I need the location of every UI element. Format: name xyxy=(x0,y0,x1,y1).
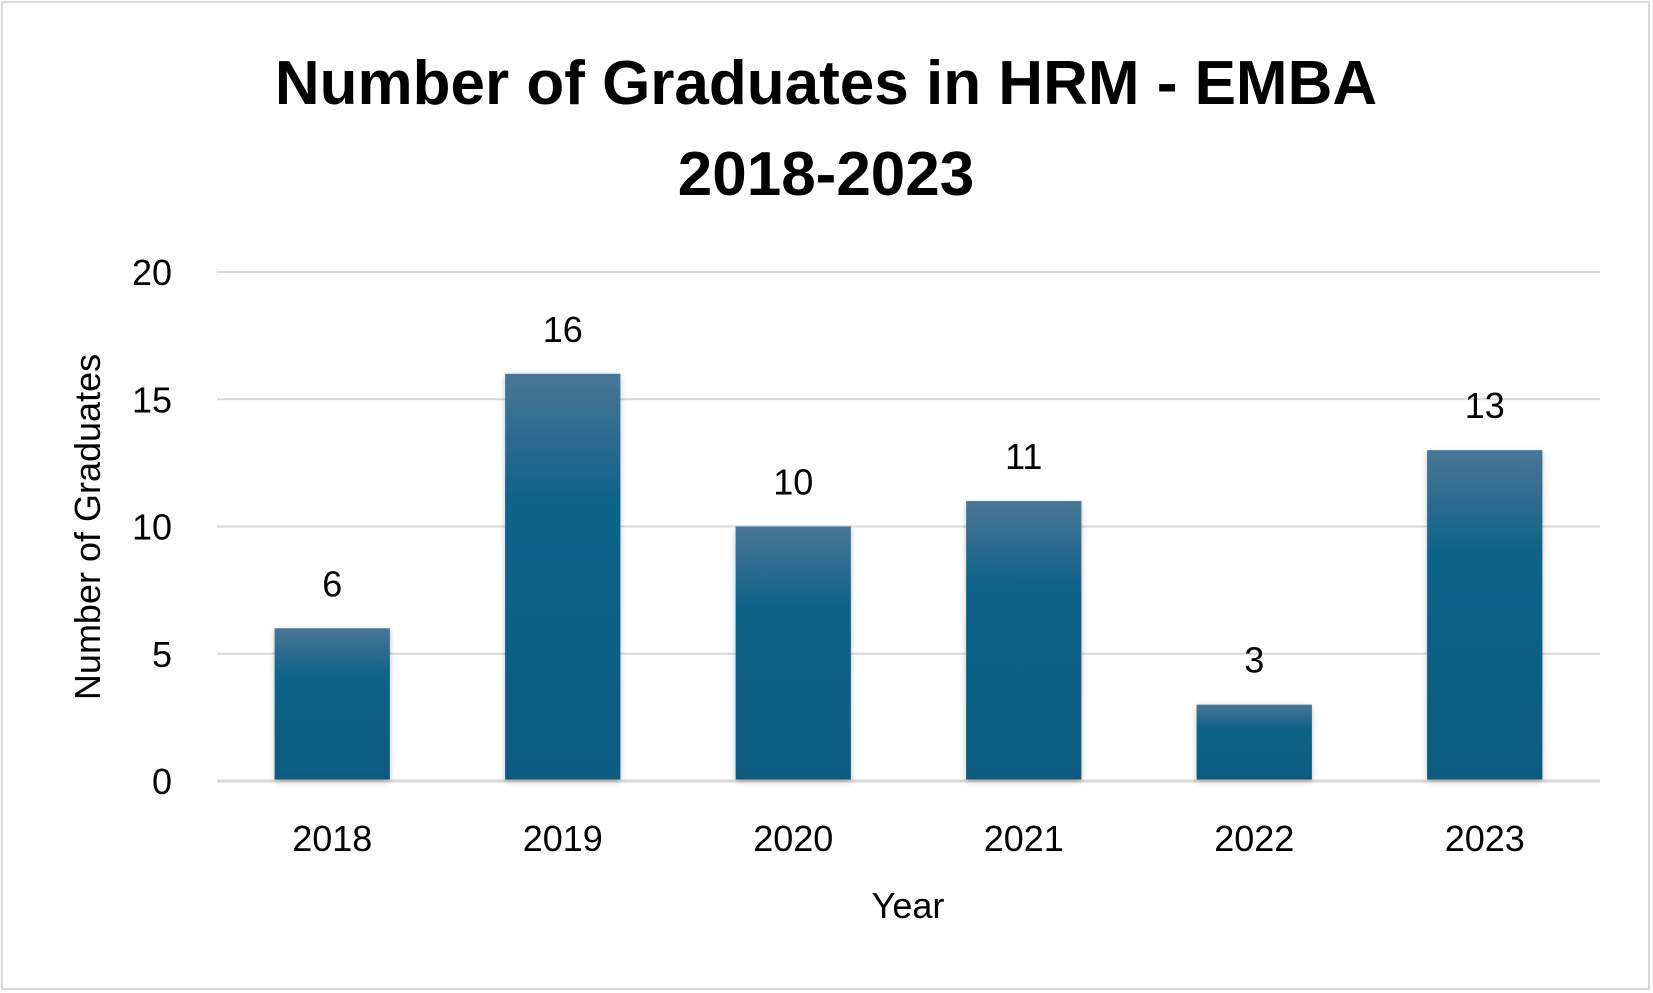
data-labels: 6 16 10 11 3 13 xyxy=(322,309,1505,681)
bar-2021 xyxy=(966,501,1082,780)
y-tick-label: 20 xyxy=(132,252,172,293)
bars xyxy=(274,373,1543,780)
x-tick-label-2023: 2023 xyxy=(1445,818,1525,859)
gridlines xyxy=(217,271,1600,783)
x-tick-label-2022: 2022 xyxy=(1214,818,1294,859)
data-label-2023: 13 xyxy=(1465,385,1505,426)
y-tick-label: 15 xyxy=(132,379,172,420)
bar-2023 xyxy=(1427,450,1543,780)
x-axis-ticks: 2018 2019 2020 2021 2022 2023 xyxy=(292,818,1525,859)
chart-title-line-1: Number of Graduates in HRM - EMBA xyxy=(275,49,1377,118)
y-tick-label: 5 xyxy=(152,634,172,675)
bar-2019 xyxy=(505,373,621,780)
x-axis-title: Year xyxy=(872,885,945,926)
data-label-2022: 3 xyxy=(1244,640,1264,681)
x-tick-label-2018: 2018 xyxy=(292,818,372,859)
data-label-2020: 10 xyxy=(773,462,813,503)
y-tick-label: 10 xyxy=(132,507,172,548)
bar-2018 xyxy=(274,628,390,780)
x-tick-label-2019: 2019 xyxy=(523,818,603,859)
data-label-2021: 11 xyxy=(1005,436,1042,477)
bar-2020 xyxy=(735,526,851,780)
bar-2022 xyxy=(1196,704,1312,780)
data-label-2018: 6 xyxy=(322,563,342,604)
chart-title-line-2: 2018-2023 xyxy=(678,140,975,209)
y-axis-ticks: 0 5 10 15 20 xyxy=(132,252,172,802)
y-axis-title: Number of Graduates xyxy=(67,354,108,700)
y-tick-label: 0 xyxy=(152,761,172,802)
x-tick-label-2021: 2021 xyxy=(984,818,1064,859)
x-tick-label-2020: 2020 xyxy=(753,818,833,859)
data-label-2019: 16 xyxy=(543,309,583,350)
